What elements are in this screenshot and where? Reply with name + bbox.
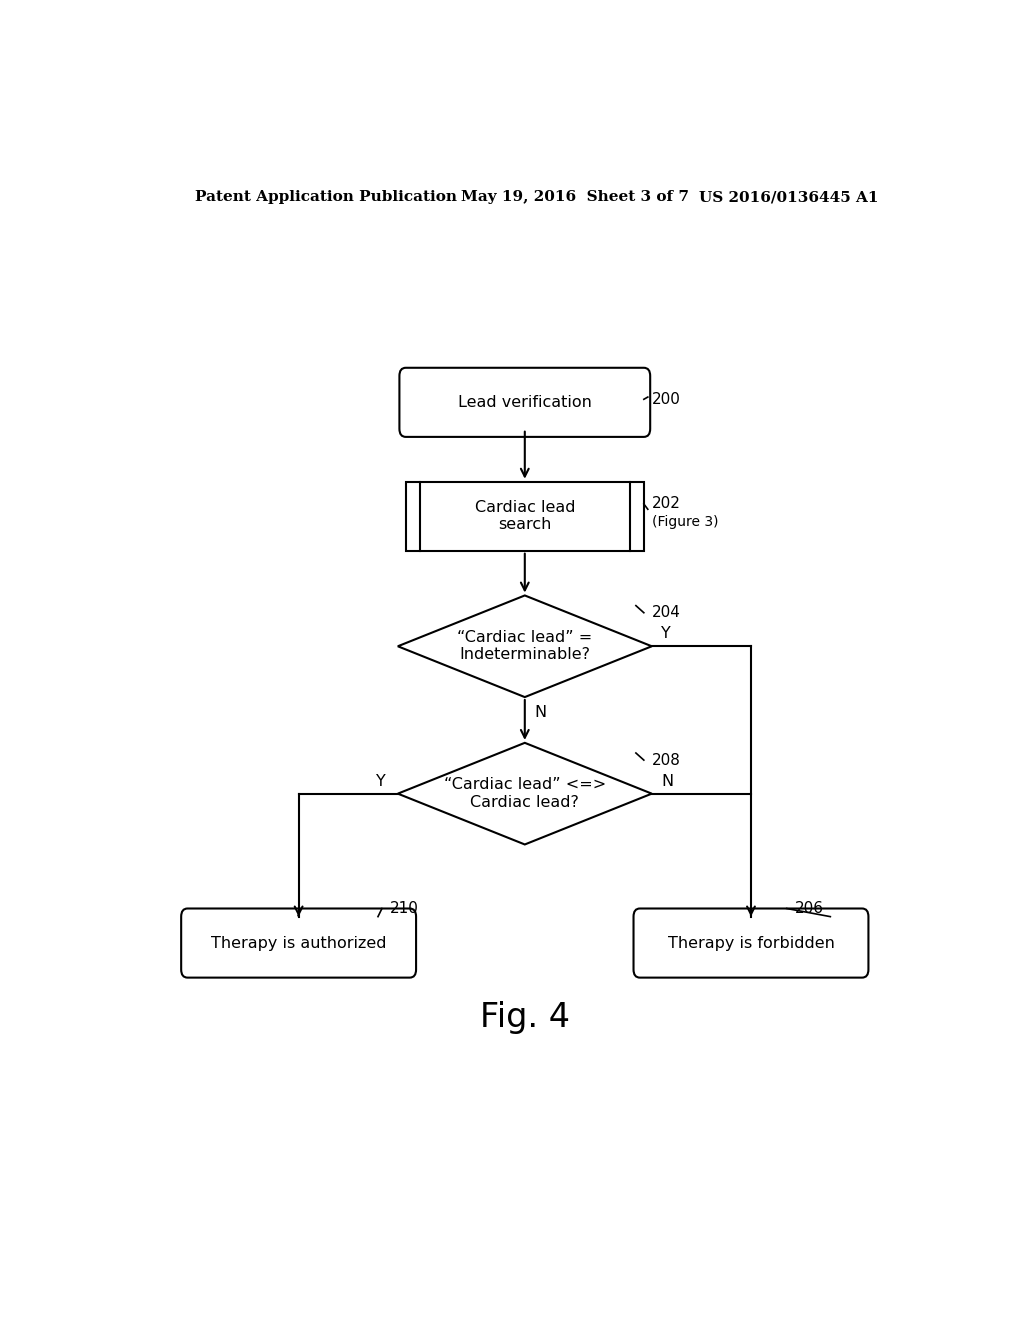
Text: 200: 200 bbox=[652, 392, 681, 407]
Text: Y: Y bbox=[376, 774, 386, 788]
Text: 204: 204 bbox=[652, 606, 681, 620]
Text: Therapy is forbidden: Therapy is forbidden bbox=[668, 936, 835, 950]
FancyBboxPatch shape bbox=[634, 908, 868, 978]
Text: US 2016/0136445 A1: US 2016/0136445 A1 bbox=[699, 190, 879, 205]
Text: N: N bbox=[662, 774, 674, 788]
Text: Fig. 4: Fig. 4 bbox=[480, 1001, 569, 1034]
Polygon shape bbox=[397, 595, 652, 697]
Text: Therapy is authorized: Therapy is authorized bbox=[211, 936, 386, 950]
Text: “Cardiac lead” =
Indeterminable?: “Cardiac lead” = Indeterminable? bbox=[457, 630, 593, 663]
FancyBboxPatch shape bbox=[181, 908, 416, 978]
Text: 206: 206 bbox=[795, 902, 823, 916]
Text: “Cardiac lead” <=>
Cardiac lead?: “Cardiac lead” <=> Cardiac lead? bbox=[443, 777, 606, 810]
Text: (Figure 3): (Figure 3) bbox=[652, 515, 718, 529]
FancyBboxPatch shape bbox=[399, 368, 650, 437]
Text: N: N bbox=[535, 705, 547, 721]
Text: Lead verification: Lead verification bbox=[458, 395, 592, 409]
Text: Cardiac lead
search: Cardiac lead search bbox=[474, 500, 575, 532]
Text: 210: 210 bbox=[390, 902, 419, 916]
Text: May 19, 2016  Sheet 3 of 7: May 19, 2016 Sheet 3 of 7 bbox=[461, 190, 689, 205]
Bar bbox=[406, 482, 644, 550]
Text: 208: 208 bbox=[652, 752, 681, 768]
Text: Y: Y bbox=[662, 626, 671, 642]
Polygon shape bbox=[397, 743, 652, 845]
Text: Patent Application Publication: Patent Application Publication bbox=[196, 190, 458, 205]
Text: 202: 202 bbox=[652, 496, 681, 511]
